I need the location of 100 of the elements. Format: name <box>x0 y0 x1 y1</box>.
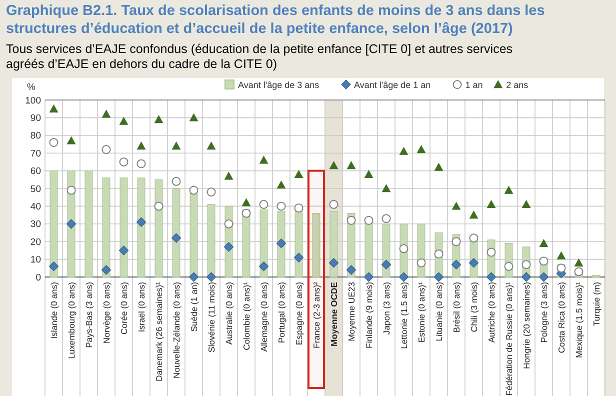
bar <box>260 209 268 278</box>
point <box>504 186 514 194</box>
x-tick-label: Hongrie (20 semaines) <box>521 282 532 369</box>
point <box>189 186 198 195</box>
y-tick-label: 30 <box>30 219 41 230</box>
point <box>259 156 268 164</box>
x-tick-label: Corée (0 ans) <box>118 282 129 335</box>
x-tick-label: Nouvelle-Zélande (0 ans) <box>171 282 182 378</box>
x-tick-label: Mexique (1.5 mois)¹ <box>574 282 584 358</box>
point <box>416 258 426 268</box>
bar <box>330 211 338 278</box>
point <box>399 146 408 155</box>
point <box>188 272 199 282</box>
point <box>154 114 164 124</box>
point <box>101 265 112 275</box>
point <box>242 198 251 206</box>
point <box>49 104 58 112</box>
y-tick-label: 40 <box>30 202 41 213</box>
point <box>416 145 426 154</box>
x-tick-label: Pays-Bas (3 ans) <box>84 282 94 348</box>
y-axis-title: % <box>27 82 36 93</box>
x-tick-label: Luxembourg (0 ans) <box>66 282 76 359</box>
point <box>364 170 374 178</box>
x-tick-label: Israël (0 ans) <box>136 282 146 332</box>
point <box>574 267 584 276</box>
point <box>102 110 111 118</box>
bar <box>207 204 216 278</box>
point <box>468 258 479 268</box>
point <box>522 200 531 208</box>
point <box>574 258 584 266</box>
point <box>328 258 339 268</box>
x-tick-label: Turquie (m) <box>591 282 602 326</box>
point <box>258 262 269 272</box>
point <box>364 216 374 225</box>
point <box>538 272 549 282</box>
x-tick-label: Estonie (0 ans)¹ <box>416 282 426 343</box>
bar <box>277 211 286 278</box>
x-tick-label: France (2-3 ans)² <box>311 282 322 348</box>
point <box>556 264 566 273</box>
point <box>224 242 234 252</box>
point <box>172 142 181 150</box>
y-tick-label: 70 <box>30 148 41 160</box>
point <box>294 203 304 212</box>
point <box>381 260 392 270</box>
point <box>276 180 286 189</box>
point <box>346 216 356 225</box>
point <box>154 202 164 211</box>
point <box>66 186 76 195</box>
point <box>346 160 356 170</box>
legend-label: Avant l'âge de 3 ans <box>238 80 320 90</box>
point <box>382 184 391 192</box>
x-tick-label: Colombie (0 ans)¹ <box>241 282 252 350</box>
point <box>539 256 548 266</box>
point <box>556 251 566 260</box>
x-tick-label: Lettonie (1.5 ans) <box>398 282 409 349</box>
point <box>364 272 374 282</box>
point <box>119 116 128 125</box>
bar <box>312 212 320 278</box>
point <box>451 260 462 270</box>
point <box>399 244 408 254</box>
point <box>294 252 304 262</box>
point <box>48 262 59 272</box>
point <box>452 237 461 246</box>
x-tick-label: Allemagne (0 ans) <box>258 282 269 352</box>
x-tick-label: Moyenne OCDE <box>328 282 339 346</box>
point <box>469 210 478 219</box>
point <box>242 208 251 218</box>
point <box>434 249 444 258</box>
bar <box>137 178 146 278</box>
y-tick-label: 100 <box>25 95 41 106</box>
point <box>486 200 496 208</box>
x-tick-label: Portugal (0 ans) <box>276 282 286 344</box>
y-tick-label: 50 <box>30 184 41 195</box>
point <box>259 200 268 209</box>
x-tick-label: Costa Rica (0 ans) <box>556 282 566 354</box>
legend-label: 1 an <box>465 80 483 90</box>
y-tick-label: 0 <box>36 272 41 284</box>
point <box>486 248 496 257</box>
point <box>276 238 286 248</box>
x-tick-label: Espagne (0 ans) <box>294 282 304 346</box>
point <box>521 272 532 282</box>
point <box>398 272 409 282</box>
point <box>136 217 146 227</box>
x-tick-label: Islande (0 ans) <box>48 282 59 339</box>
bar <box>364 222 373 278</box>
point <box>171 233 182 243</box>
chart-title: Graphique B2.1. Taux de scolarisation des enfants de moins de 3 ans dans les structures d’éducation et d’accueil de la petite enfance, selon l’âge (2017) <box>6 3 545 37</box>
point <box>329 160 338 170</box>
point <box>346 265 356 275</box>
point <box>434 162 444 171</box>
x-tick-label: Fédération de Russie (0 ans)¹ <box>504 282 514 396</box>
x-tick-label: Japon (3 ans) <box>381 282 392 335</box>
point <box>189 113 198 122</box>
y-tick-label: 20 <box>30 236 41 248</box>
point <box>66 219 76 229</box>
point <box>276 202 286 211</box>
point <box>136 142 146 150</box>
x-tick-label: Suède (1 an) <box>188 282 199 332</box>
point <box>434 272 444 282</box>
x-tick-label: Brésil (0 ans) <box>451 282 462 333</box>
